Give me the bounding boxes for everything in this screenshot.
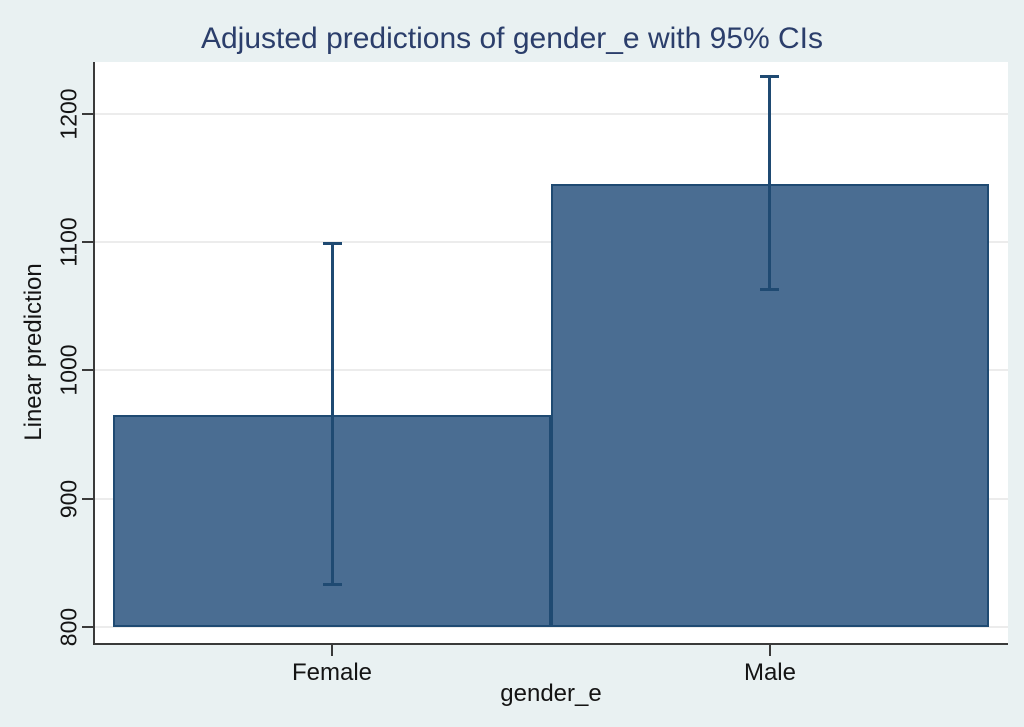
y-tick-label-900: 900	[55, 479, 82, 518]
y-tick-1200	[82, 112, 93, 115]
error-bar-line	[768, 75, 772, 291]
y-tick-label-1100: 1100	[55, 217, 82, 267]
x-tick-label-female: Female	[291, 659, 373, 686]
y-tick-800	[82, 625, 93, 628]
y-tick-1100	[82, 241, 93, 244]
error-bar-cap-top	[760, 75, 780, 79]
gridline-y-1200	[95, 112, 1008, 115]
y-tick-900	[82, 497, 93, 500]
error-bar-cap-bottom	[760, 287, 780, 291]
x-tick-label-male: Male	[743, 659, 796, 686]
chart-title: Adjusted predictions of gender_e with 95…	[200, 22, 824, 55]
error-bar-cap-bottom	[322, 582, 342, 586]
error-bar-cap-top	[322, 242, 342, 246]
x-tick-male	[768, 645, 771, 656]
y-axis-line	[93, 62, 95, 645]
y-tick-label-1000: 1000	[55, 344, 82, 397]
error-bar-line	[330, 242, 334, 586]
y-tick-label-800: 800	[55, 607, 82, 647]
plot-area	[95, 62, 1008, 643]
x-axis-title: gender_e	[500, 680, 602, 707]
gridline-y-800	[95, 625, 1008, 628]
y-tick-label-1200: 1200	[55, 88, 82, 140]
x-axis-line	[93, 643, 1008, 645]
y-tick-1000	[82, 369, 93, 372]
y-axis-title: Linear prediction	[20, 263, 47, 441]
x-tick-female	[331, 645, 333, 656]
